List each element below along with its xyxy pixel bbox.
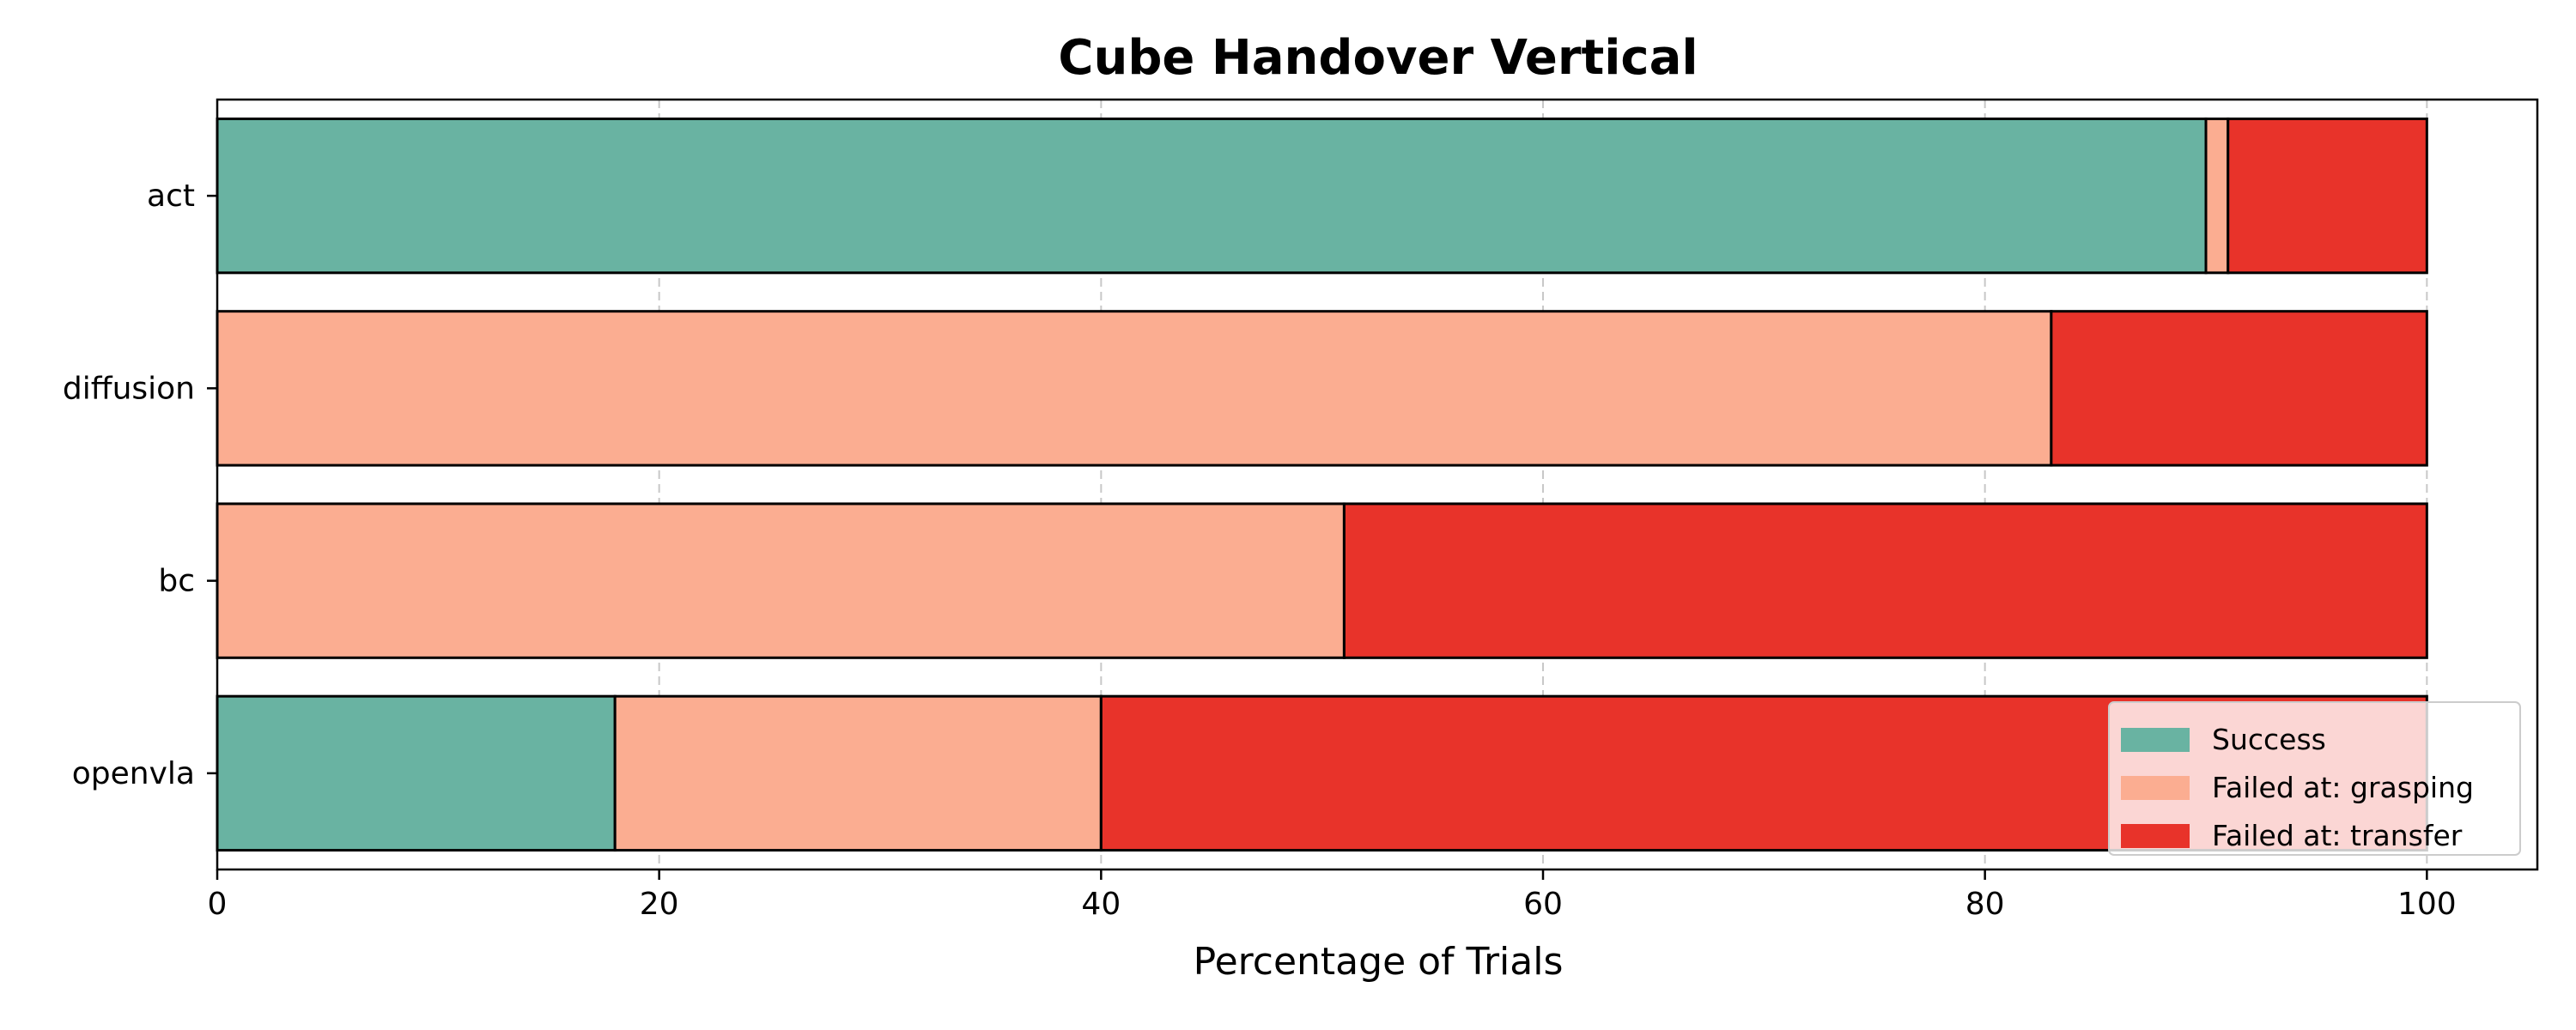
legend-swatch [2121, 776, 2190, 800]
chart-title: Cube Handover Vertical [1058, 30, 1698, 86]
bar-segment [216, 694, 617, 852]
x-axis-title: Percentage of Trials [1194, 940, 1564, 984]
x-tick-label: 60 [1523, 887, 1563, 922]
x-tick-label: 0 [208, 887, 228, 922]
legend-label: Failed at: grasping [2212, 771, 2474, 804]
bar-segment [2204, 117, 2230, 275]
x-tick-label: 80 [1965, 887, 2005, 922]
bar-segment [613, 694, 1103, 852]
legend-label: Failed at: transfer [2212, 819, 2463, 852]
bar-segment [2227, 117, 2428, 275]
x-tick-label: 40 [1081, 887, 1121, 922]
x-tick-label: 20 [640, 887, 679, 922]
y-tick-label: openvla [72, 756, 195, 791]
legend-swatch [2121, 728, 2190, 752]
legend: Success Failed at: grasping Failed at: tra… [2108, 701, 2521, 856]
plot-frame [216, 98, 2539, 871]
bar-segment [216, 117, 2208, 275]
bar-segment [1342, 502, 2428, 659]
legend-label: Success [2212, 723, 2326, 756]
legend-swatch [2121, 824, 2190, 848]
legend-box [2108, 701, 2521, 856]
y-tick-label: bc [158, 564, 195, 599]
axes: 0 20 40 60 80 100 act diffusion bc openvla [63, 98, 2539, 922]
x-tick-label: 100 [2397, 887, 2457, 922]
y-tick-label: act [147, 179, 195, 214]
bar-segment [216, 310, 2053, 467]
bars [216, 117, 2428, 852]
y-tick-label: diffusion [63, 371, 195, 406]
bar-segment [2050, 310, 2428, 467]
bar-segment [216, 502, 1346, 659]
